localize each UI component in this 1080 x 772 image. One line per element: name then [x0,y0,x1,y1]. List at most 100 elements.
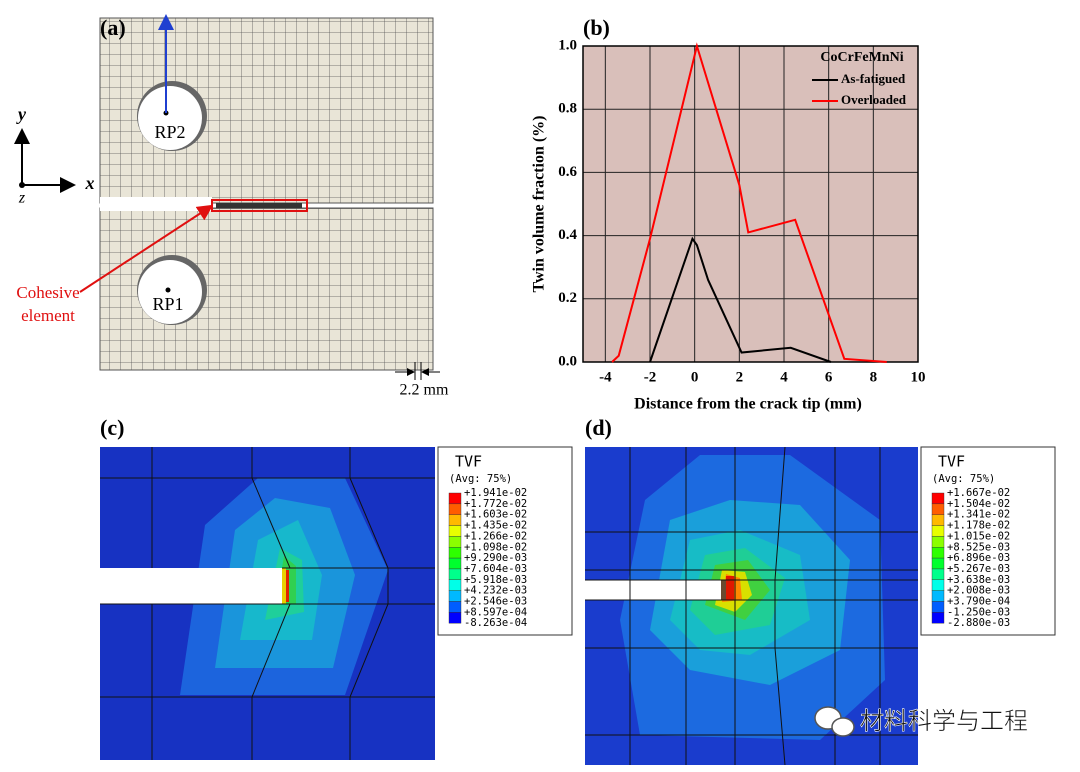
crack [100,197,212,211]
legend-value: +5.267e-03 [947,563,1010,575]
annotation: Cohesive [16,283,79,302]
rp-label: RP2 [154,122,185,142]
rp-label: RP1 [152,294,183,314]
plot-area [583,46,918,362]
legend-value: +5.918e-03 [464,574,527,586]
legend-title: TVF [455,453,482,471]
legend-value: +2.546e-03 [464,596,527,608]
legend-color [931,590,945,602]
legend-color [448,557,462,570]
watermark-text: 材料科学与工程 [860,707,1028,735]
legend-label: Overloaded [841,92,907,107]
axis-label: y [16,104,27,124]
legend-value: +1.098e-02 [464,541,527,553]
legend-value: +1.667e-02 [947,487,1010,499]
legend-color [448,612,462,624]
legend-value: +1.603e-02 [464,509,527,521]
contour [726,576,734,600]
legend-value: +1.772e-02 [464,498,527,510]
legend-value: +8.597e-04 [464,606,527,618]
watermark: 材料科学与工程 [814,706,1028,737]
legend-value: +1.015e-02 [947,530,1010,542]
legend-color [931,525,945,537]
panel-label: (d) [585,415,612,440]
contour [721,580,726,600]
legend-value: +7.604e-03 [464,563,527,575]
legend-color [448,601,462,613]
x-tick-label: 8 [870,369,878,385]
panel-b: (b) Distance from the crack tip (mm) Twi… [531,15,926,413]
legend-value: +8.525e-03 [947,541,1010,553]
legend-color [931,601,945,613]
x-tick-label: 2 [736,369,744,385]
legend-value: +4.232e-03 [464,585,527,597]
contour [286,570,289,602]
axis-frame [582,45,919,363]
axis-label: z [18,190,26,207]
legend-title: CoCrFeMnNi [820,50,903,65]
legend-color [448,590,462,602]
y-tick-label: 0.4 [558,227,577,243]
legend-color [448,525,462,537]
series-line [611,42,887,363]
legend-label: As-fatigued [841,71,906,86]
legend-title: TVF [938,453,965,471]
x-tick-label: 0 [691,369,699,385]
ref-point [165,287,171,293]
legend-color [931,492,945,505]
panel-label: (b) [583,15,610,40]
y-axis-title: Twin volume fraction (%) [531,115,548,292]
legend-color [448,547,462,559]
x-tick-label: -4 [599,369,612,385]
legend-value: -2.880e-03 [947,617,1010,629]
hole [138,260,202,324]
legend-color [931,557,945,570]
legend-scale: +1.667e-02+1.504e-02+1.341e-02+1.178e-02… [931,487,1010,629]
contour [282,568,286,604]
legend-color [448,568,462,581]
annotation-arrow [79,204,214,293]
legend-value: +1.941e-02 [464,487,527,499]
y-tick-label: 1.0 [558,37,577,53]
legend-value: +1.435e-02 [464,520,527,532]
legend-value: +3.790e-04 [947,596,1010,608]
y-tick-label: 0.2 [558,290,577,306]
panel-a: (a) y x z RP2 RP1 Cohesive element 2.2 m… [14,14,449,399]
legend-color [448,503,462,515]
mesh-lines [100,447,435,760]
panel-label: (c) [100,415,124,440]
scale-label: 2.2 mm [400,382,449,399]
legend-color [931,536,945,548]
legend-subtitle: (Avg: 75%) [449,473,512,485]
axis-label: x [85,173,95,193]
legend-value: -1.250e-03 [947,606,1010,618]
series-line [649,236,832,363]
legend-color [931,612,945,624]
legend-subtitle: (Avg: 75%) [932,473,995,485]
crack [585,580,721,600]
legend-color [931,579,945,591]
cohesive-element [216,203,302,208]
x-tick-label: 6 [825,369,833,385]
mesh-lines [585,446,918,766]
legend-value: +9.290e-03 [464,552,527,564]
x-tick-label: -2 [644,369,657,385]
legend-value: +6.896e-03 [947,552,1010,564]
y-tick-label: 0.6 [558,164,577,180]
axis-origin [19,182,25,188]
crack [100,568,282,604]
legend-color [931,568,945,581]
watermark-icon [831,717,855,737]
legend-color [448,536,462,548]
panel-label: (a) [100,15,126,40]
legend-color [931,514,945,526]
panel-c: (c) TVF (Avg: 75%) +1.941e-02+1.772e-02+… [100,415,573,760]
legend-color [931,547,945,559]
hole [138,86,202,150]
y-tick-label: 0.0 [558,353,577,369]
legend-value: +1.178e-02 [947,520,1010,532]
legend-value: +3.638e-03 [947,574,1010,586]
legend-value: +1.504e-02 [947,498,1010,510]
x-axis-title: Distance from the crack tip (mm) [634,396,862,413]
